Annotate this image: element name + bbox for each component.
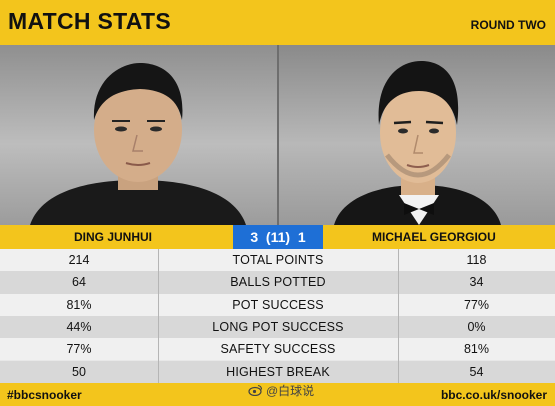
page-title: MATCH STATS xyxy=(8,8,171,34)
player-photos xyxy=(0,45,555,225)
header-bar: MATCH STATS ROUND TWO xyxy=(0,0,555,45)
footer-url: bbc.co.uk/snooker xyxy=(440,388,547,402)
stat-label: BALLS POTTED xyxy=(230,275,326,290)
stat-left-value: 50 xyxy=(72,364,86,379)
stat-left-value: 81% xyxy=(66,297,92,312)
stats-row: 50 HIGHEST BREAK 54 xyxy=(0,360,555,383)
stat-label: HIGHEST BREAK xyxy=(226,364,330,379)
round-label: ROUND TWO xyxy=(470,18,546,32)
stat-left-value: 44% xyxy=(66,319,92,334)
stat-label: SAFETY SUCCESS xyxy=(220,342,336,357)
stats-row: 64 BALLS POTTED 34 xyxy=(0,271,555,294)
footer-hashtag: #bbcsnooker xyxy=(7,388,82,402)
stats-row: 214 TOTAL POINTS 118 xyxy=(0,249,555,272)
player-name-left: DING JUNHUI xyxy=(74,230,153,244)
stat-label: TOTAL POINTS xyxy=(232,253,324,267)
stat-left-value: 214 xyxy=(68,253,90,267)
stat-right-value: 118 xyxy=(466,253,487,267)
stat-left-value: 64 xyxy=(72,275,86,290)
stats-row: 81% POT SUCCESS 77% xyxy=(0,293,555,316)
stats-row: 44% LONG POT SUCCESS 0% xyxy=(0,315,555,339)
photo-divider xyxy=(277,45,279,225)
stat-right-value: 81% xyxy=(463,342,490,357)
player-photo-left xyxy=(0,45,277,225)
column-divider-right xyxy=(398,249,399,383)
stats-row: 77% SAFETY SUCCESS 81% xyxy=(0,338,555,361)
watermark: @白球说 xyxy=(248,382,314,399)
player-name-right: MICHAEL GEORGIOU xyxy=(372,230,496,244)
watermark-text: @白球说 xyxy=(266,384,315,398)
stat-right-value: 34 xyxy=(469,275,484,290)
stat-right-value: 54 xyxy=(469,364,484,379)
match-score: 3 (11) 1 xyxy=(233,225,323,249)
stat-label: POT SUCCESS xyxy=(232,297,324,312)
stats-table: 214 TOTAL POINTS 118 64 BALLS POTTED 34 … xyxy=(0,249,555,383)
column-divider-left xyxy=(158,249,159,383)
player-photo-right xyxy=(279,45,555,225)
stat-right-value: 0% xyxy=(467,319,486,334)
weibo-icon xyxy=(248,384,263,396)
stat-left-value: 77% xyxy=(66,342,92,357)
stat-right-value: 77% xyxy=(463,297,490,312)
stat-label: LONG POT SUCCESS xyxy=(212,319,344,334)
footer-bar: #bbcsnooker bbc.co.uk/snooker xyxy=(0,383,555,406)
